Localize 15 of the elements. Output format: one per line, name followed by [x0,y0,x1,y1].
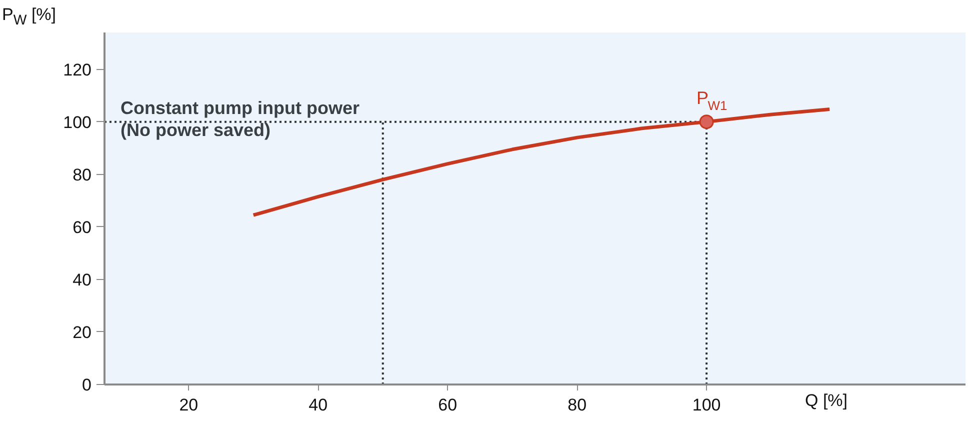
x-tick-label: 40 [308,396,328,414]
y-tick-label: 100 [63,112,92,132]
y-tick-label: 0 [82,376,92,394]
y-axis-title: P$_{W}$ [%] [2,5,56,30]
x-tick-label: 20 [179,396,198,414]
y-tick-label: 40 [72,270,92,290]
x-tick-label: 100 [692,396,721,414]
y-tick-label: 60 [72,218,92,237]
ref-line-label: Constant pump input power (No power saved) [120,98,360,140]
x-tick-label: 80 [568,396,587,414]
y-tick-label: 80 [72,165,92,184]
y-tick-label: 120 [63,60,92,80]
y-tick-label: 20 [72,322,92,342]
x-axis-title: Q [%] [805,391,848,411]
x-tick-label: 60 [438,396,458,414]
